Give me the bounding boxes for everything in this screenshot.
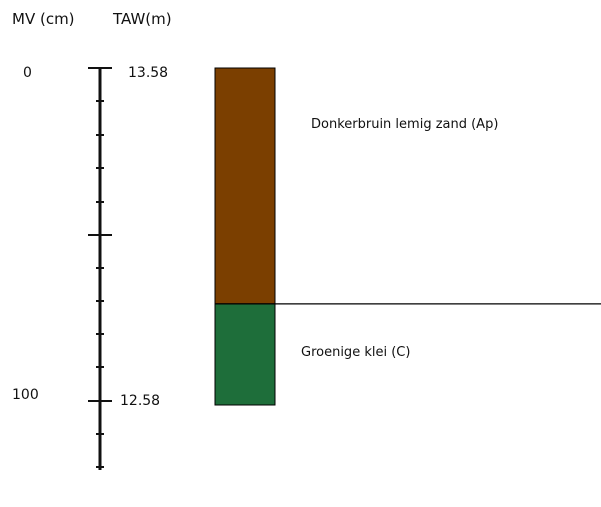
soil-layer-1 (214, 303, 276, 406)
soil-column (214, 67, 601, 406)
layer-label-c: Groenige klei (C) (301, 345, 411, 360)
mv-top-label: 0 (23, 65, 32, 81)
mv-bottom-label: 100 (12, 387, 39, 403)
mv-header: MV (cm) (12, 10, 75, 28)
taw-top-label: 13.58 (128, 65, 169, 81)
taw-bottom-label: 12.58 (120, 393, 161, 409)
taw-header: TAW(m) (113, 10, 172, 28)
depth-axis (88, 67, 112, 470)
soil-layer-0 (214, 67, 276, 305)
layer-label-ap: Donkerbruin lemig zand (Ap) (311, 117, 499, 132)
